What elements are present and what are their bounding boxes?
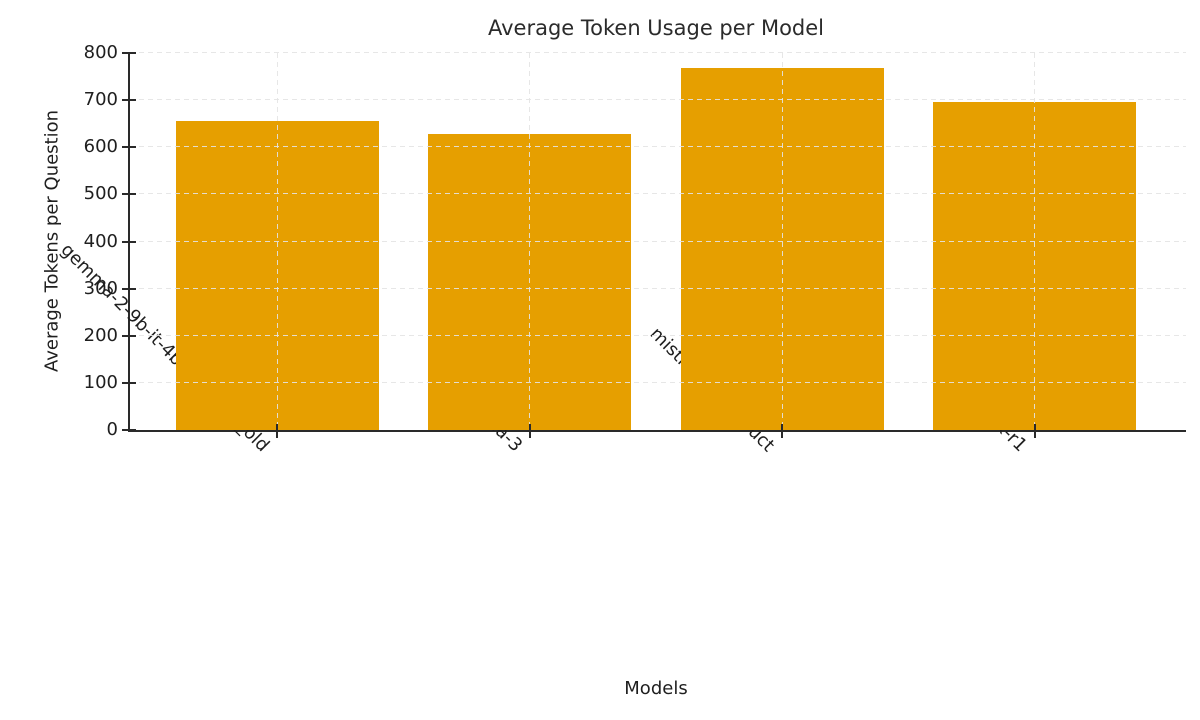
y-tick-label-600: 600 (83, 136, 118, 158)
y-tick-mark-100 (122, 381, 136, 384)
bar-llama-3 (428, 134, 631, 430)
y-tick-mark-500 (122, 193, 136, 196)
y-tick-mark-600 (122, 146, 136, 149)
y-tick-mark-200 (122, 334, 136, 337)
y-tick-label-400: 400 (83, 230, 118, 252)
y-tick-mark-700 (122, 99, 136, 102)
y-tick-mark-0 (122, 429, 136, 431)
y-tick-mark-800 (122, 52, 136, 54)
y-tick-label-700: 700 (83, 89, 118, 111)
y-tick-label-800: 800 (83, 42, 118, 63)
chart-title: Average Token Usage per Model (487, 16, 825, 40)
y-tick-label-200: 200 (83, 324, 118, 346)
bar-gemma-2-9b-it-4bit-unsloth_old (175, 121, 379, 430)
x-tick-mark-llama-3 (528, 424, 531, 438)
y-tick-mark-400 (122, 240, 136, 243)
x-tick-mark-mistral-7b-instruct (781, 424, 783, 438)
y-tick-label-300: 300 (83, 277, 118, 299)
y-tick-label-500: 500 (83, 183, 118, 205)
x-tick-mark-deepseek-r1 (1033, 424, 1036, 438)
x-tick-mark-gemma-2-9b-it-4bit-unsloth_old (276, 424, 278, 438)
x-axis-label: Models (624, 678, 688, 699)
gridline-y-700 (130, 99, 1186, 101)
bar-mistral-7b-instruct (680, 68, 884, 430)
y-tick-label-100: 100 (83, 371, 118, 393)
y-tick-mark-300 (122, 287, 136, 290)
y-tick-label-0: 0 (106, 419, 118, 440)
bar-deepseek-r1 (933, 101, 1136, 430)
plot-area: 0 100 200 300 400 500 600 700 800 gemma-2-9b-it-4… (57, 44, 1186, 456)
gridline-y-800 (130, 52, 1186, 53)
